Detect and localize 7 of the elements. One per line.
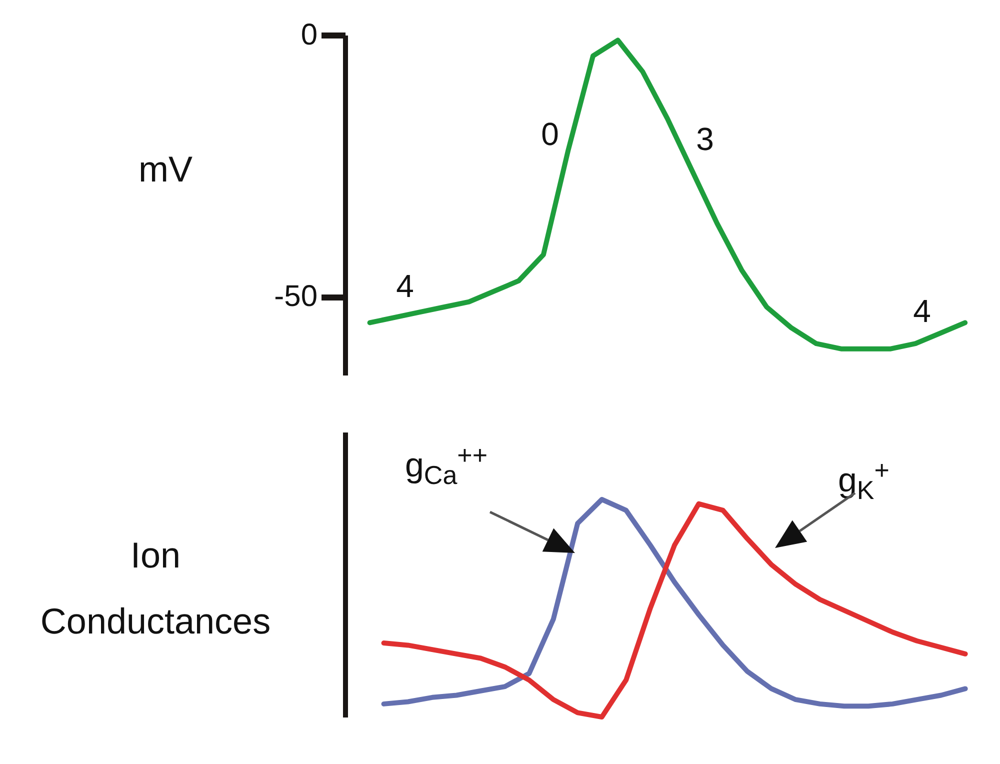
y-tick-label: -50 xyxy=(274,280,318,314)
annotation: 4 xyxy=(396,268,414,304)
annotation: 4 xyxy=(913,293,931,329)
y-axis-title: mV xyxy=(138,148,192,190)
annotation: 0 xyxy=(541,116,559,152)
y-axis-title: Ion Conductances xyxy=(40,534,271,642)
annotation: 3 xyxy=(696,121,714,157)
